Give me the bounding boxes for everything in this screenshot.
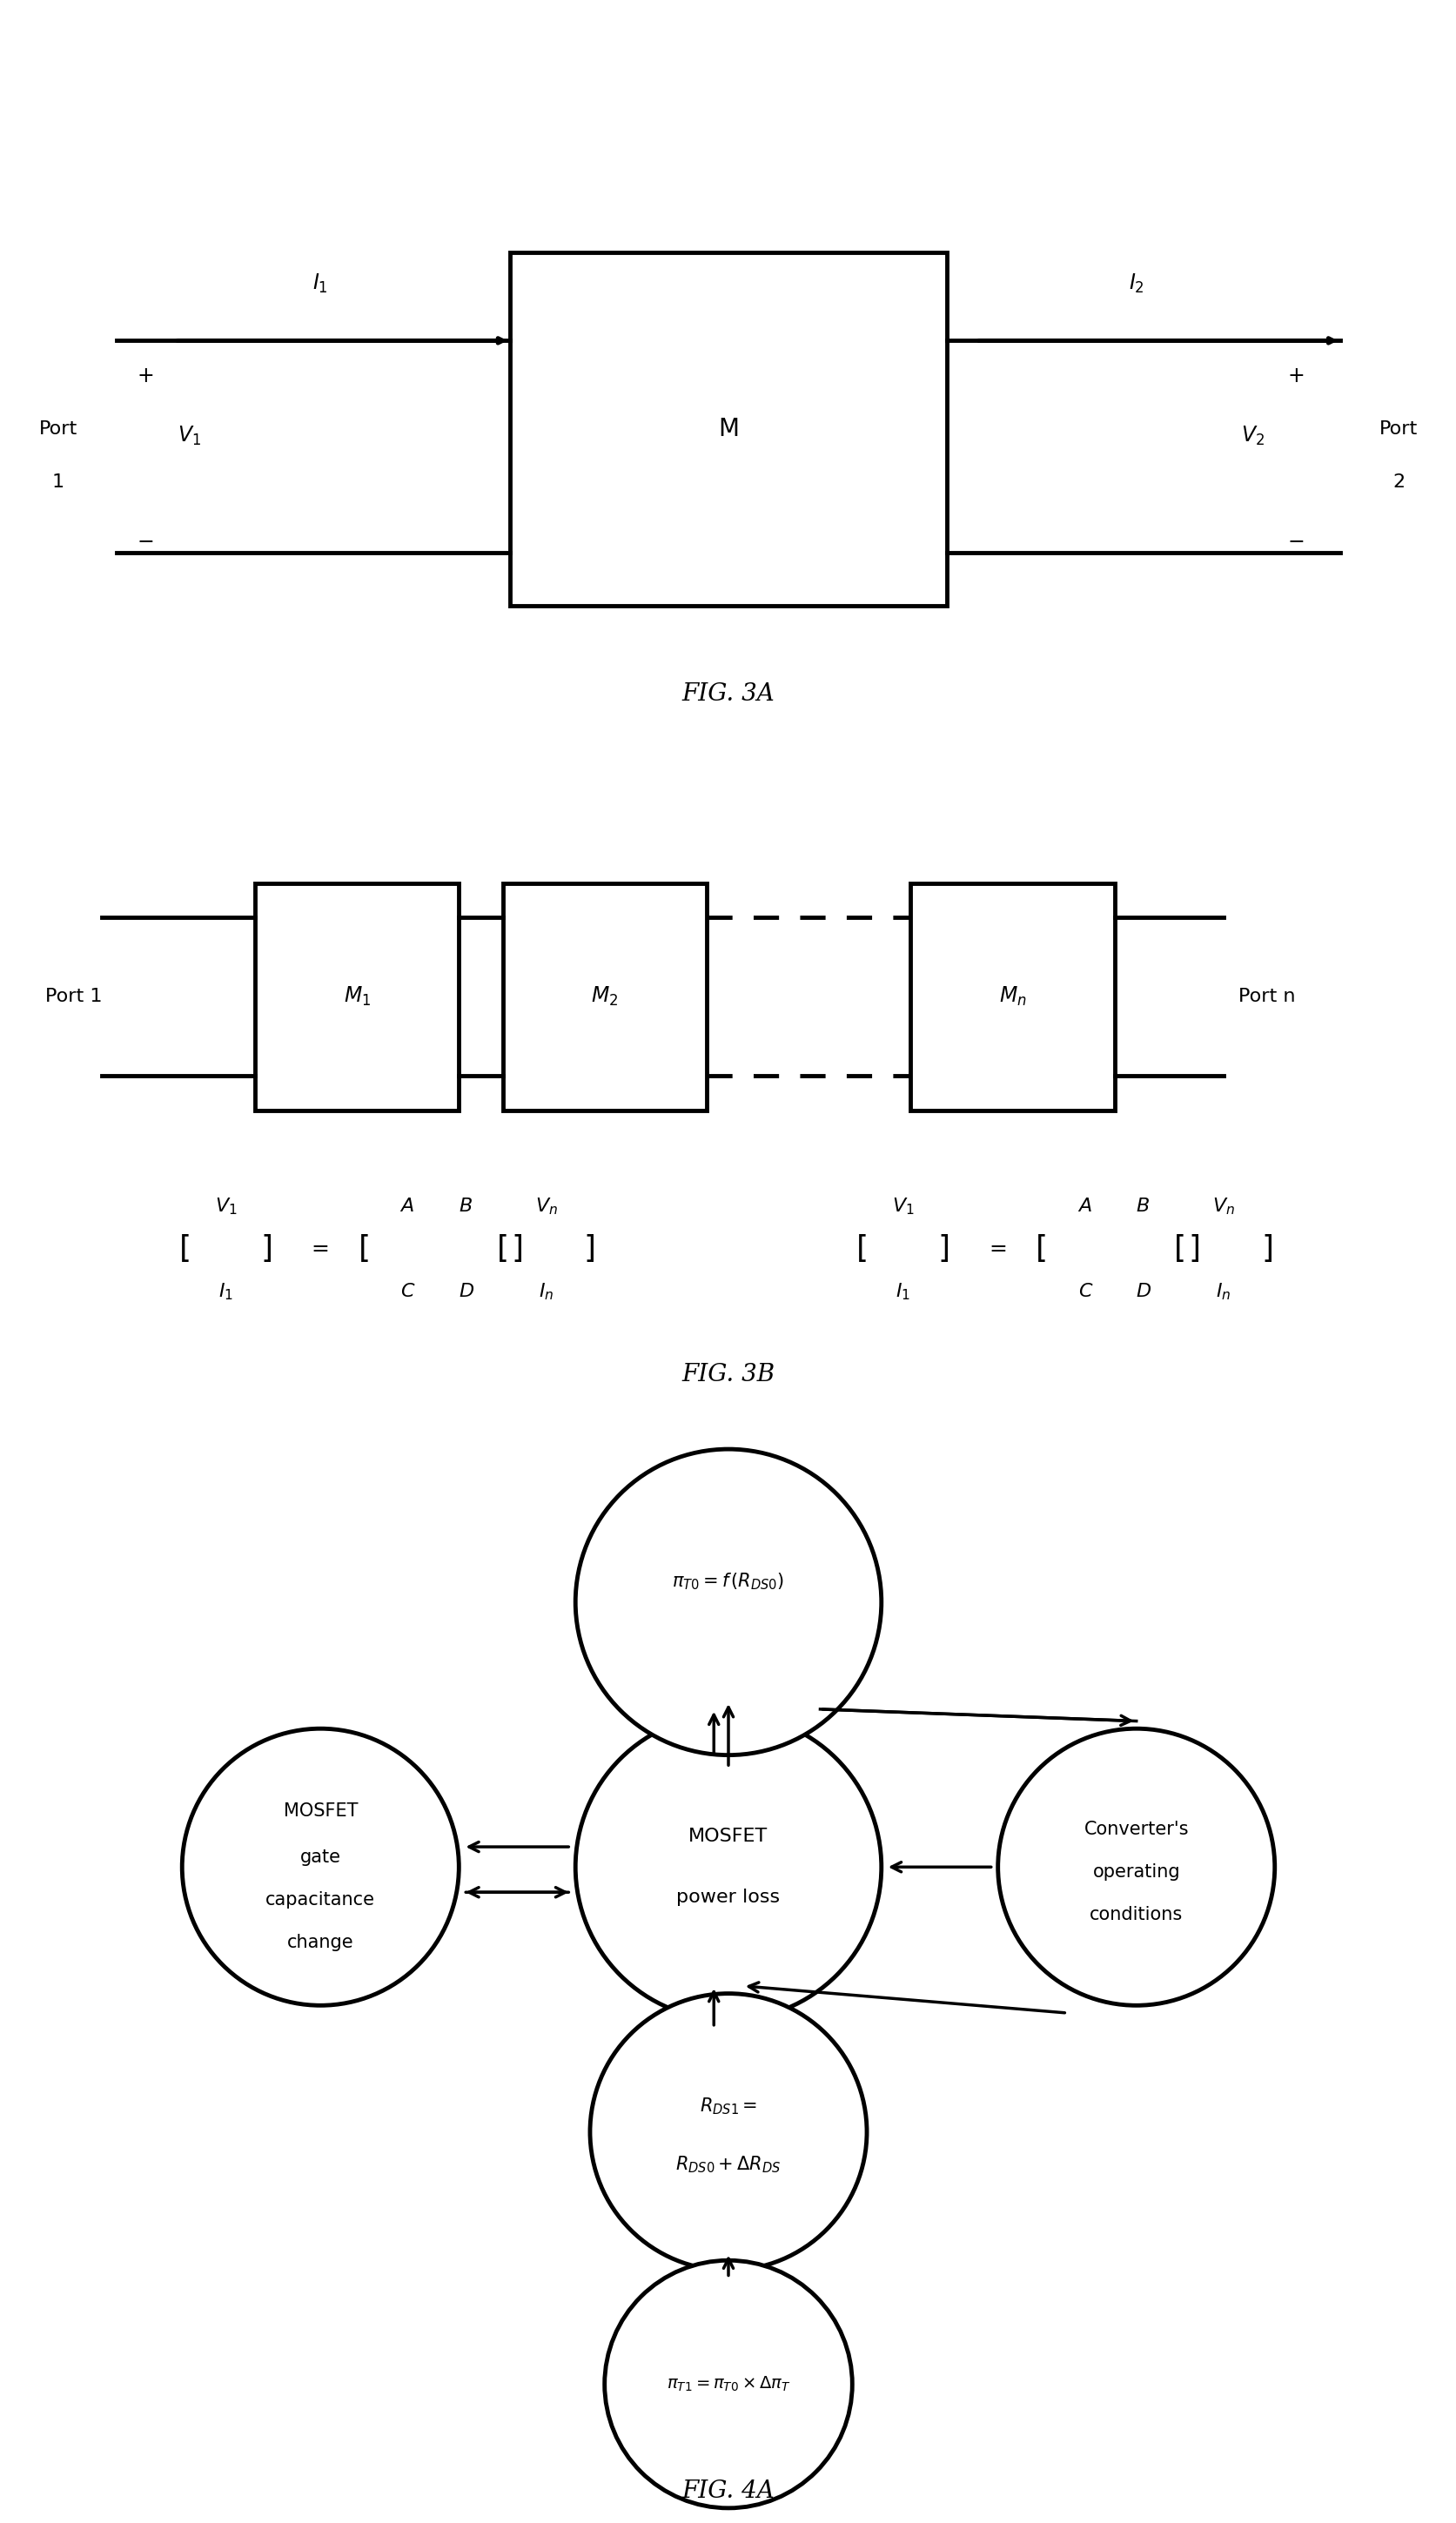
Text: $M_2$: $M_2$ [591,984,617,1009]
Text: $I_1$: $I_1$ [895,1282,910,1302]
Text: capacitance: capacitance [265,1892,376,1907]
Text: $V_2$: $V_2$ [1241,424,1264,447]
Text: D: D [459,1284,473,1299]
Text: [: [ [1174,1234,1185,1264]
Text: $V_n$: $V_n$ [1211,1196,1235,1216]
Ellipse shape [590,1993,866,2271]
Text: ]: ] [1188,1234,1200,1264]
Text: [: [ [856,1234,868,1264]
Text: B: B [1136,1198,1149,1214]
Text: $R_{DS0}+\Delta R_{DS}$: $R_{DS0}+\Delta R_{DS}$ [676,2155,780,2175]
Text: ]: ] [1261,1234,1273,1264]
Text: −: − [1287,532,1305,553]
Text: [: [ [496,1234,508,1264]
Ellipse shape [575,1713,881,2021]
Text: $I_n$: $I_n$ [1216,1282,1230,1302]
Text: A: A [1077,1198,1091,1214]
Ellipse shape [997,1728,1274,2006]
Text: $I_1$: $I_1$ [218,1282,233,1302]
Text: operating: operating [1092,1864,1179,1880]
Text: MOSFET: MOSFET [282,1804,358,1819]
Text: $V_1$: $V_1$ [891,1196,914,1216]
Text: [: [ [358,1234,370,1264]
Text: power loss: power loss [676,1890,780,1905]
Text: [: [ [179,1234,191,1264]
Text: C: C [400,1284,414,1299]
Text: ]: ] [584,1234,596,1264]
Text: ]: ] [511,1234,523,1264]
Text: $I_n$: $I_n$ [539,1282,553,1302]
Text: ]: ] [938,1234,949,1264]
Text: =: = [312,1239,329,1259]
Text: $\pi_{T0}=f\,(R_{DS0})$: $\pi_{T0}=f\,(R_{DS0})$ [671,1572,785,1592]
Ellipse shape [604,2261,852,2508]
Text: [: [ [1035,1234,1047,1264]
Text: ]: ] [261,1234,272,1264]
Text: $I_2$: $I_2$ [1128,272,1143,295]
Ellipse shape [575,1448,881,1756]
Text: Port: Port [1379,421,1417,436]
Text: Port n: Port n [1238,989,1294,1004]
Text: $V_n$: $V_n$ [534,1196,558,1216]
Bar [910,883,1114,1110]
Text: $V_1$: $V_1$ [178,424,201,447]
Text: gate: gate [300,1849,341,1864]
Text: $\pi_{T1}=\pi_{T0}\times\Delta\pi_T$: $\pi_{T1}=\pi_{T0}\times\Delta\pi_T$ [665,2374,791,2394]
Text: +: + [137,366,154,386]
Text: A: A [400,1198,414,1214]
Bar [510,252,946,606]
Text: M: M [718,416,738,442]
Text: change: change [287,1935,354,1950]
Text: FIG. 4A: FIG. 4A [681,2480,775,2503]
Text: Converter's: Converter's [1083,1822,1188,1837]
Text: 2: 2 [1392,474,1404,489]
Bar [255,883,459,1110]
Text: 1: 1 [52,474,64,489]
Text: +: + [1287,366,1305,386]
Bar [502,883,706,1110]
Text: C: C [1077,1284,1091,1299]
Text: FIG. 3A: FIG. 3A [681,681,775,706]
Text: $V_1$: $V_1$ [214,1196,237,1216]
Text: =: = [989,1239,1006,1259]
Text: Port: Port [39,421,77,436]
Text: D: D [1136,1284,1150,1299]
Text: FIG. 3B: FIG. 3B [681,1362,775,1388]
Text: conditions: conditions [1089,1907,1182,1923]
Text: −: − [137,532,154,553]
Text: Port 1: Port 1 [45,989,102,1004]
Text: $M_1$: $M_1$ [344,984,370,1009]
Text: $I_1$: $I_1$ [313,272,328,295]
Text: $M_n$: $M_n$ [999,984,1025,1009]
Ellipse shape [182,1728,459,2006]
Text: B: B [459,1198,472,1214]
Text: MOSFET: MOSFET [689,1829,767,1844]
Text: $R_{DS1}=$: $R_{DS1}=$ [699,2097,757,2117]
